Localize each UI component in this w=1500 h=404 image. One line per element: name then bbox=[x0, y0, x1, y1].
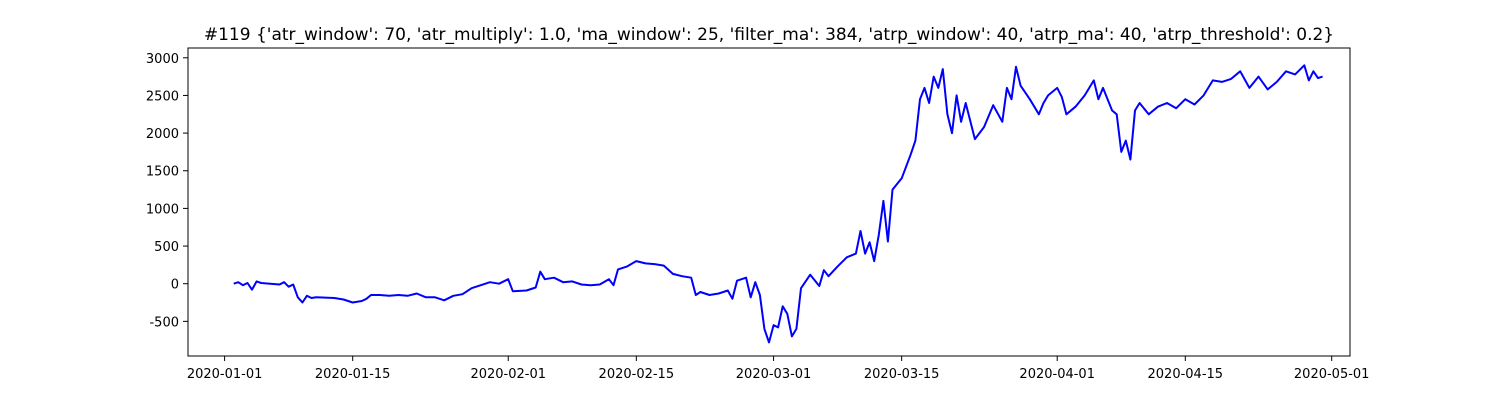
x-tick-label: 2020-03-15 bbox=[864, 367, 940, 382]
x-tick-label: 2020-05-01 bbox=[1294, 367, 1370, 382]
x-tick-label: 2020-04-15 bbox=[1148, 367, 1224, 382]
y-tick-label: 500 bbox=[154, 240, 179, 255]
x-axis-ticks: 2020-01-01 2020-01-15 2020-02-01 2020-02-15… bbox=[187, 356, 1370, 382]
y-tick-label: 2500 bbox=[146, 89, 179, 104]
y-axis-ticks: -500 0 500 1000 1500 2000 2500 3000 bbox=[146, 52, 188, 330]
y-tick-label: 0 bbox=[171, 278, 179, 293]
chart-title: #119 {'atr_window': 70, 'atr_multiply': … bbox=[204, 25, 1334, 45]
x-tick-label: 2020-01-01 bbox=[187, 367, 263, 382]
x-tick-label: 2020-04-01 bbox=[1019, 367, 1095, 382]
x-tick-label: 2020-02-15 bbox=[599, 367, 675, 382]
y-tick-label: -500 bbox=[149, 315, 179, 330]
equity-series-line bbox=[233, 64, 1323, 344]
y-tick-label: 1000 bbox=[146, 202, 179, 217]
y-tick-label: 1500 bbox=[146, 165, 179, 180]
plot-frame bbox=[187, 47, 1351, 357]
x-tick-label: 2020-02-01 bbox=[470, 367, 546, 382]
y-tick-label: 3000 bbox=[146, 52, 179, 67]
x-tick-label: 2020-03-01 bbox=[736, 367, 812, 382]
x-tick-label: 2020-01-15 bbox=[315, 367, 391, 382]
y-tick-label: 2000 bbox=[146, 127, 179, 142]
